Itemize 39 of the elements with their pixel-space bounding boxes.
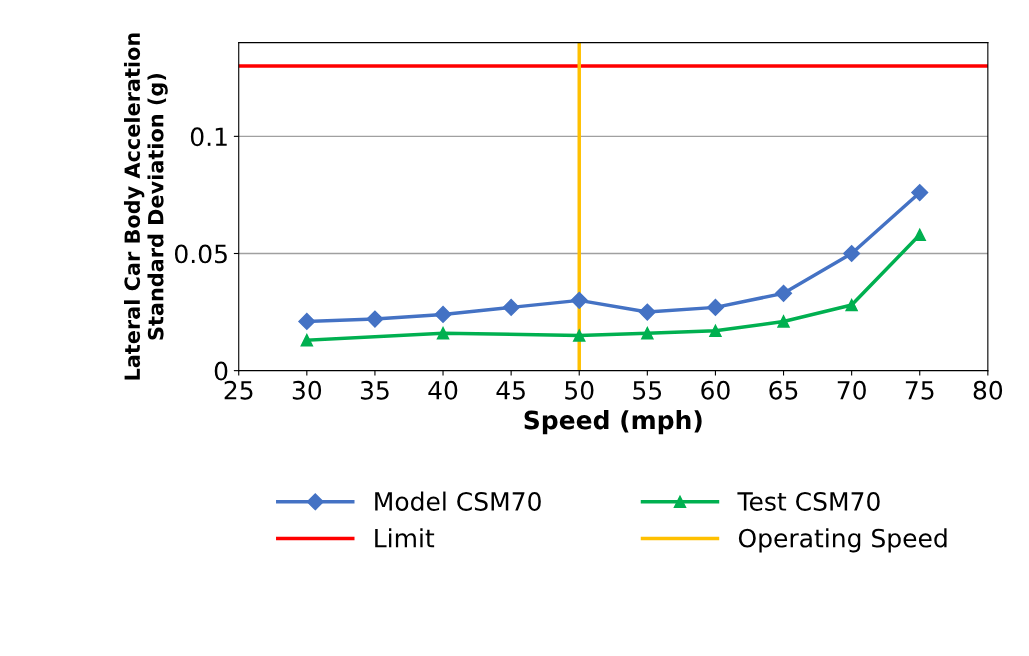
point	[298, 312, 316, 330]
point	[300, 333, 314, 347]
x-tick-label: 60	[701, 380, 730, 400]
x-tick-label: 70	[837, 380, 866, 400]
x-tick-label: 30	[292, 380, 322, 400]
point	[913, 228, 926, 242]
point	[638, 303, 656, 321]
point	[843, 244, 861, 263]
x-tick-label: 25	[224, 380, 253, 400]
x-tick-label: 45	[496, 381, 525, 400]
legend-label: Operating Speed	[738, 528, 947, 553]
x-tick-label: 55	[633, 381, 662, 400]
x-axis-title: Speed (mph)	[524, 410, 702, 435]
y-tick-label: 0.05	[174, 244, 227, 264]
legend-label: Test CSM70	[737, 491, 880, 511]
point	[709, 324, 722, 338]
legend-label: Model CSM70	[375, 491, 541, 511]
x-tick-label: 40	[428, 380, 458, 400]
point	[774, 284, 793, 302]
point	[366, 310, 384, 328]
point	[502, 298, 520, 316]
x-tick-label: 75	[905, 381, 934, 400]
point	[845, 298, 858, 312]
legend-label: Limit	[375, 528, 435, 548]
point	[706, 298, 724, 316]
point	[436, 326, 450, 340]
x-tick-label: 65	[769, 380, 798, 400]
y-tick-label: 0.1	[190, 127, 227, 147]
x-tick-label: 35	[360, 380, 389, 400]
point	[641, 326, 654, 340]
point	[570, 291, 588, 309]
y-tick-label: 0	[214, 361, 228, 381]
y-axis-title: Lateral Car Body Acceleration Standard Deviation (g)	[123, 33, 168, 380]
point	[434, 305, 452, 323]
x-tick-label: 80	[973, 380, 1003, 400]
point	[911, 184, 929, 202]
point	[777, 315, 790, 328]
x-tick-label: 50	[565, 380, 594, 400]
point	[572, 329, 586, 342]
